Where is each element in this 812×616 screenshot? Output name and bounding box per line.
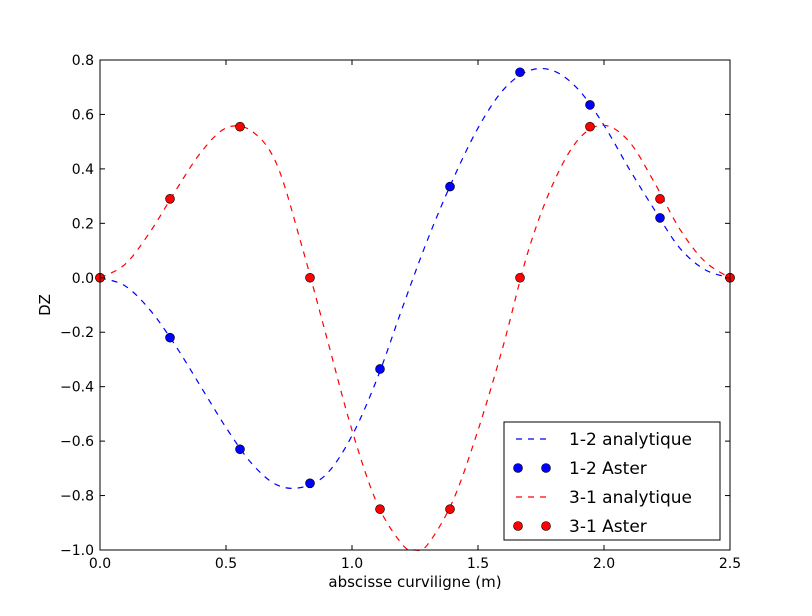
y-tick-label: 0.4 xyxy=(72,162,94,178)
legend-label: 3-1 analytique xyxy=(569,488,692,508)
legend-label: 1-2 Aster xyxy=(569,459,647,479)
data-point xyxy=(655,213,665,223)
data-point xyxy=(235,121,245,132)
y-tick-label: 0.2 xyxy=(72,216,94,232)
plot-frame xyxy=(99,59,731,551)
data-point xyxy=(375,504,385,514)
data-point xyxy=(445,504,455,514)
data-point xyxy=(515,67,525,78)
x-tick-label: 0.0 xyxy=(89,556,111,572)
data-point xyxy=(445,181,455,192)
data-point xyxy=(165,332,175,343)
y-tick-label: −0.4 xyxy=(60,380,94,396)
y-tick-label: −0.8 xyxy=(60,489,94,505)
y-axis-label: DZ xyxy=(36,294,54,316)
legend-marker-swatch xyxy=(541,463,551,473)
legend-label: 1-2 analytique xyxy=(569,430,692,450)
data-point xyxy=(585,100,595,110)
data-point xyxy=(375,364,385,374)
data-point xyxy=(165,194,175,204)
x-tick-label: 1.0 xyxy=(341,556,363,572)
x-tick-label: 1.5 xyxy=(467,556,489,572)
ticks-layer: 0.0 0.5 1.0 1.5 2.0 2.5 −1.0 −0.8 −0.6 −0.4 −0.2 0.… xyxy=(60,53,741,572)
x-tick-label: 2.0 xyxy=(593,556,615,572)
data-point xyxy=(655,194,665,204)
series-line-0 xyxy=(99,67,731,490)
data-point xyxy=(305,272,315,283)
legend-marker-swatch xyxy=(513,521,523,531)
legend: 1-2 analytique 1-2 Aster 3-1 analytique 3-1… xyxy=(503,421,721,541)
y-tick-label: −0.6 xyxy=(60,434,94,450)
x-tick-label: 0.5 xyxy=(215,556,237,572)
y-tick-label: 0.0 xyxy=(72,271,94,287)
y-tick-label: 0.8 xyxy=(72,53,94,69)
legend-label: 3-1 Aster xyxy=(569,517,647,537)
legend-marker-swatch xyxy=(513,463,523,473)
x-axis-label: abscisse curviligne (m) xyxy=(328,573,501,591)
data-point xyxy=(585,121,595,132)
y-tick-label: −1.0 xyxy=(60,543,94,559)
legend-frame xyxy=(503,421,721,541)
y-tick-label: −0.2 xyxy=(60,325,94,341)
data-point xyxy=(515,272,525,283)
data-point xyxy=(305,478,315,489)
x-tick-label: 2.5 xyxy=(719,556,741,572)
data-point xyxy=(235,444,245,455)
legend-marker-swatch xyxy=(541,521,551,531)
y-tick-label: 0.6 xyxy=(72,107,94,123)
